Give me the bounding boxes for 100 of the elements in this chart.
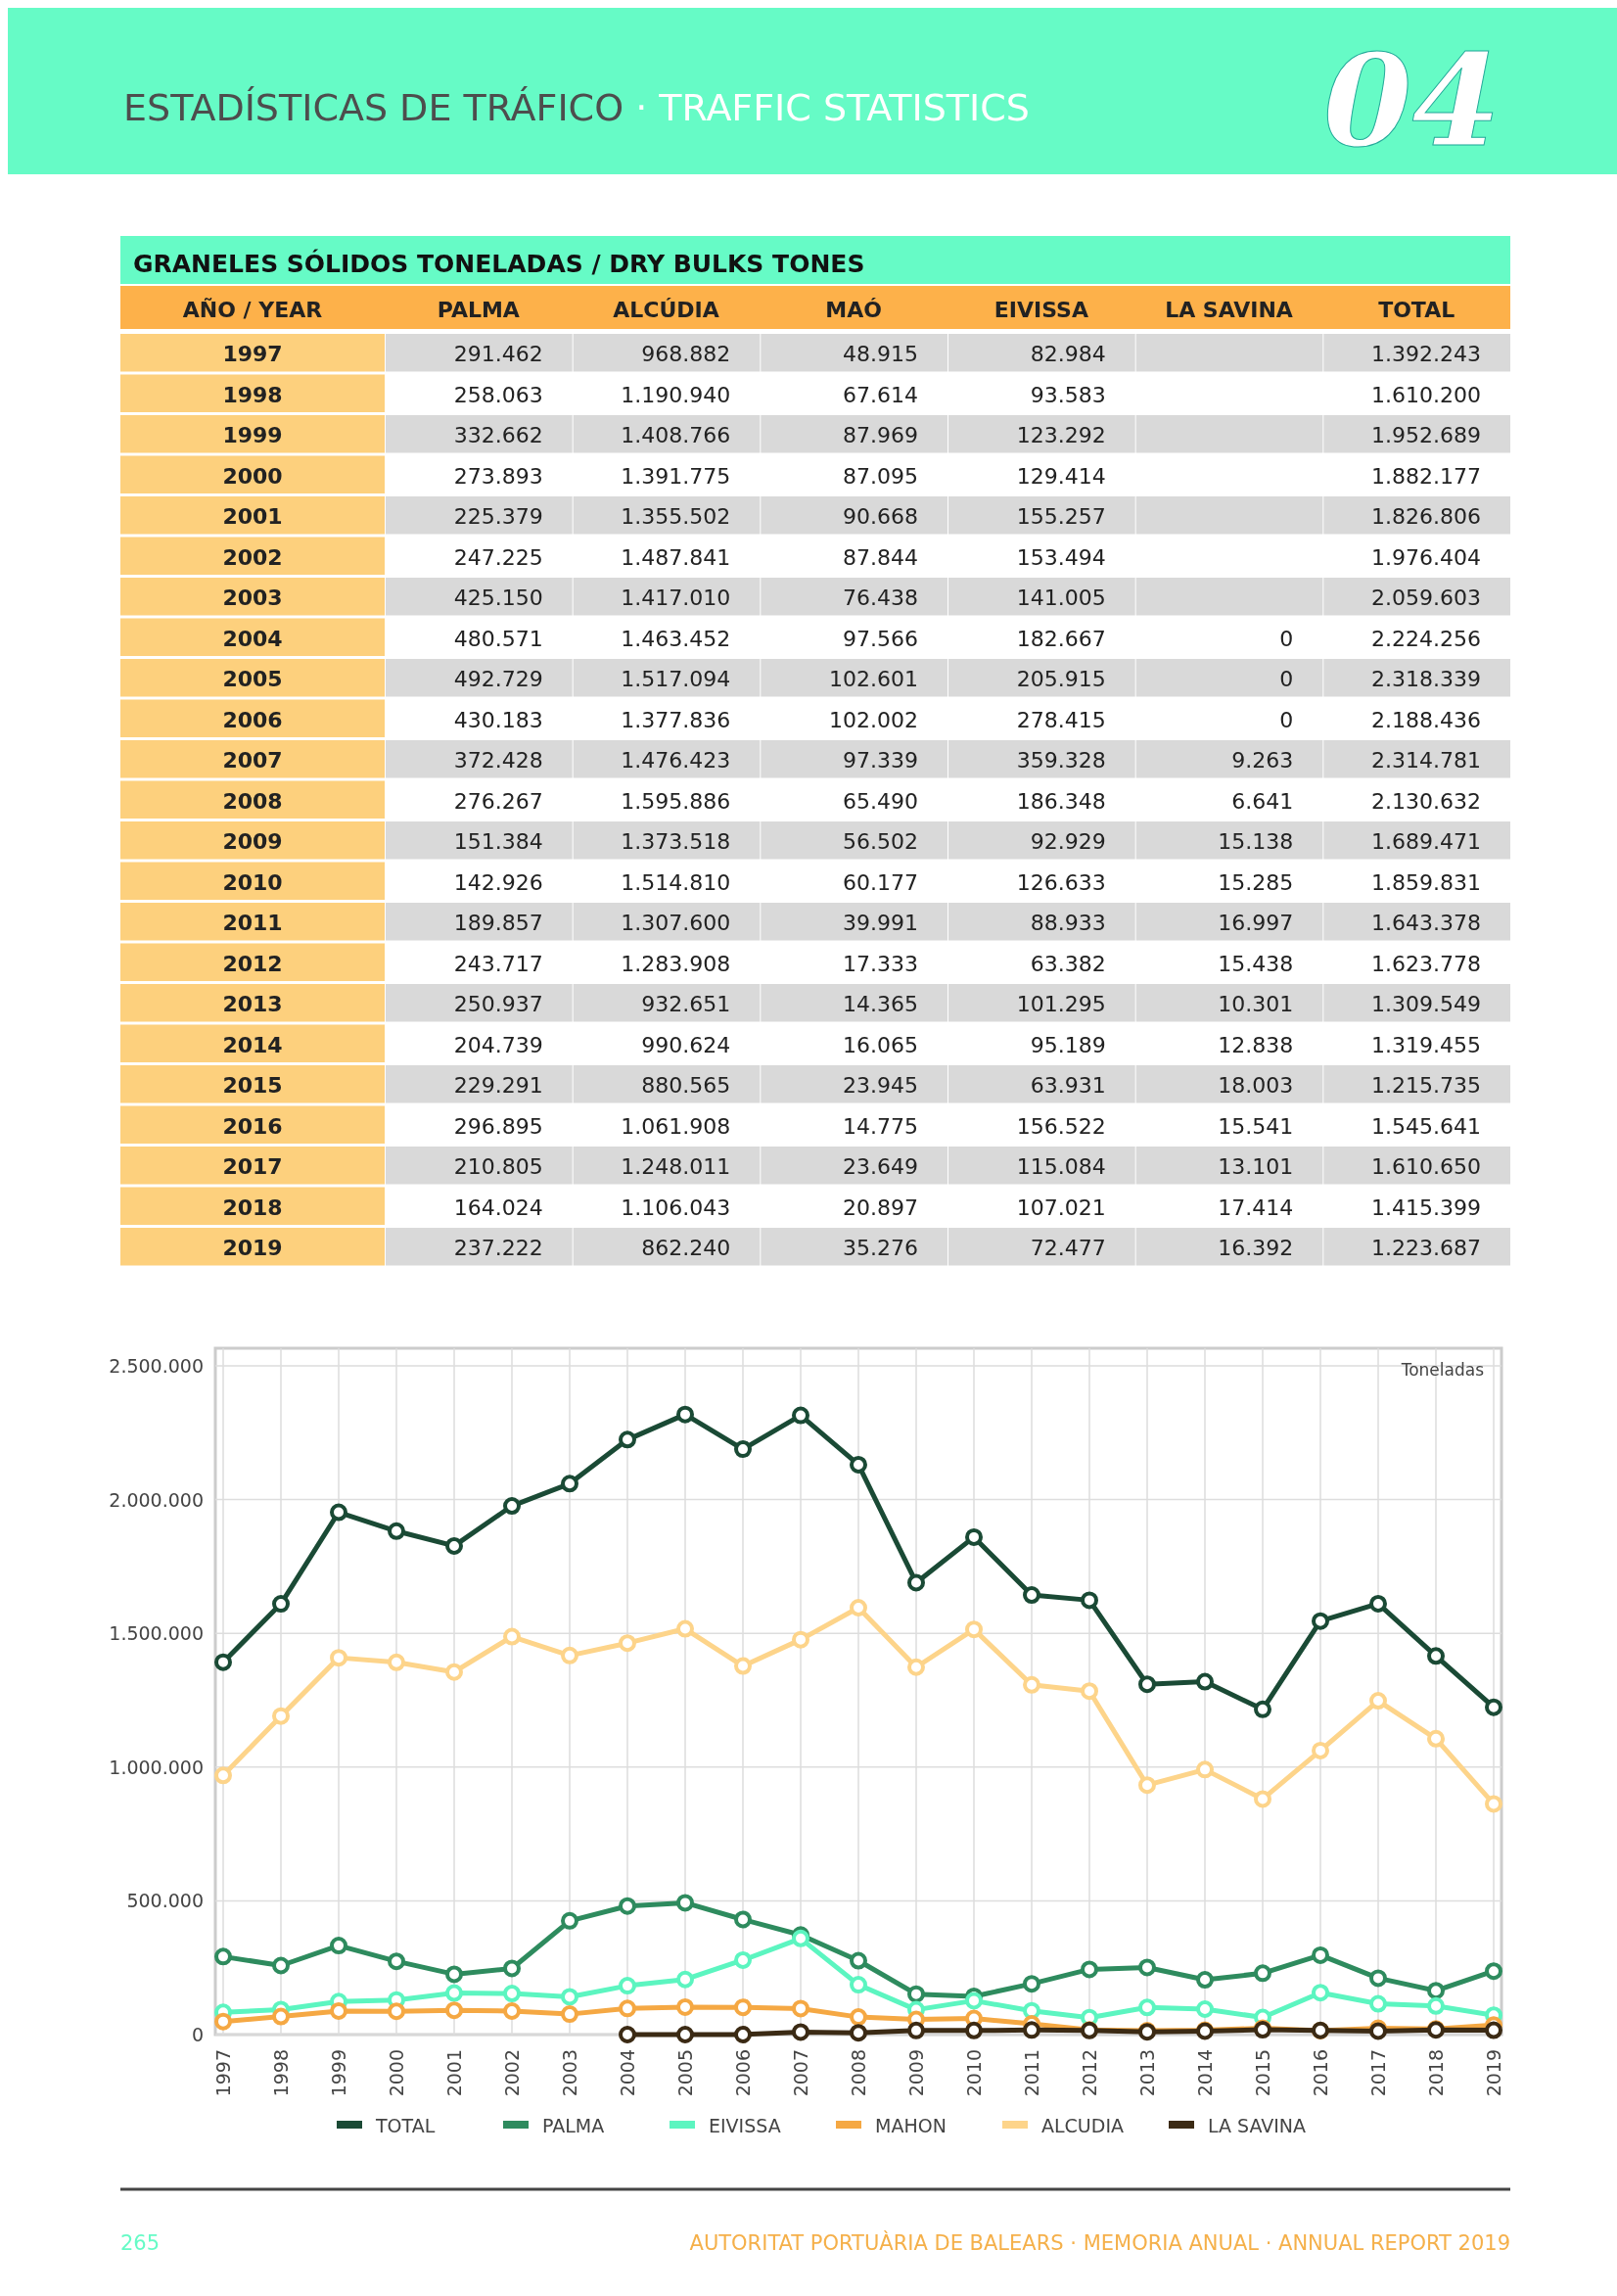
data-label: 1.408.766 [621,423,731,447]
data-label: 16.392 [1218,1236,1294,1260]
x-tick-label: 2007 [790,2049,811,2097]
x-tick-label: 2015 [1252,2049,1273,2097]
y-tick-label: 0 [191,2024,204,2045]
data-label: 141.005 [1016,586,1106,610]
y-tick-label: 2017 [222,1154,283,1179]
data-label: 18.003 [1218,1073,1294,1098]
data-label: 1.476.423 [621,748,731,773]
y-tick-label: 2010 [222,869,283,895]
data-label: 1.610.200 [1371,382,1481,407]
y-tick-label: 2001 [222,504,283,529]
x-tick-label: 2009 [905,2049,927,2097]
data-label: 1.514.810 [621,869,731,895]
data-label: 1.309.549 [1371,992,1481,1016]
data-label: 155.257 [1016,504,1106,529]
data-label: 247.225 [453,544,543,570]
x-tick-label: 2004 [617,2049,638,2097]
y-tick-label: 2019 [222,1236,283,1260]
x-tick-label: 2005 [674,2049,696,2097]
y-tick-label: 1999 [222,423,283,447]
data-label: 186.348 [1016,788,1106,814]
data-label: 2.188.436 [1371,707,1481,732]
data-label: 15.138 [1218,829,1294,854]
data-label: 115.084 [1016,1154,1106,1179]
data-label: 237.222 [453,1236,543,1260]
y-tick-label: 2009 [222,829,283,854]
y-tick-label: 2008 [222,788,283,814]
x-tick-label: 1999 [328,2049,349,2097]
data-label: 278.415 [1016,707,1106,732]
data-label: 102.002 [829,707,918,732]
data-label: 14.365 [843,992,918,1016]
data-label: 72.477 [1030,1236,1106,1260]
data-label: 14.775 [843,1113,918,1139]
data-label: 1.826.806 [1371,504,1481,529]
y-tick-label: 2012 [222,951,283,976]
data-label: 1.417.010 [621,586,731,610]
y-tick-label: 1998 [222,382,283,407]
legend-label: MAHON [875,2115,947,2136]
data-label: 1.307.600 [621,911,731,935]
data-label: 65.490 [843,788,918,814]
data-label: 107.021 [1016,1195,1106,1220]
data-label: 932.651 [641,992,731,1016]
chart-title: ESTADÍSTICAS DE TRÁFICO · TRAFFIC STATISTICS [123,86,1030,129]
x-tick-label: MAÓ [825,298,882,322]
data-label: 862.240 [641,1236,731,1260]
x-tick-label: 2010 [963,2049,985,2097]
y-tick-label: 2005 [222,667,283,691]
text: 265 [120,2231,161,2255]
data-label: 123.292 [1016,423,1106,447]
data-label: 258.063 [453,382,543,407]
data-label: 276.267 [453,788,543,814]
data-label: 9.263 [1231,748,1294,773]
data-label: 1.377.836 [621,707,731,732]
data-label: 1.415.399 [1371,1195,1481,1220]
data-label: 15.438 [1218,951,1294,976]
data-label: 0 [1279,626,1294,651]
y-tick-label: 2.500.000 [109,1355,204,1377]
data-label: 880.565 [641,1073,731,1098]
data-label: 250.937 [453,992,543,1016]
data-label: 1.223.687 [1371,1236,1481,1260]
data-label: 0 [1279,667,1294,691]
data-label: 372.428 [453,748,543,773]
x-tick-label: TOTAL [1378,298,1455,322]
data-label: 1.487.841 [621,544,731,570]
x-tick-label: PALMA [437,298,520,322]
data-label: 1.373.518 [621,829,731,854]
data-label: 1.319.455 [1371,1032,1481,1057]
y-tick-label: 2013 [222,992,283,1016]
data-label: 229.291 [453,1073,543,1098]
x-tick-label: ALCÚDIA [613,298,719,322]
data-label: 2.314.781 [1371,748,1481,773]
data-label: 1.882.177 [1371,463,1481,489]
data-label: 87.095 [843,463,918,489]
x-tick-label: 2017 [1367,2049,1389,2097]
y-tick-label: 2015 [222,1073,283,1098]
data-label: 1.595.886 [621,788,731,814]
data-label: 1.248.011 [621,1154,731,1179]
y-tick-label: 2016 [222,1113,283,1139]
data-label: 1.623.778 [1371,951,1481,976]
data-label: 1.391.775 [621,463,731,489]
data-label: 87.969 [843,423,918,447]
data-label: 425.150 [453,586,543,610]
data-label: 359.328 [1016,748,1106,773]
y-tick-label: 2011 [222,911,283,935]
data-label: 1.283.908 [621,951,731,976]
x-tick-label: 2011 [1021,2049,1042,2097]
data-label: 101.295 [1016,992,1106,1016]
data-label: 20.897 [843,1195,918,1220]
data-label: 39.991 [843,911,918,935]
data-label: 243.717 [453,951,543,976]
text: AUTORITAT PORTUÀRIA DE BALEARS · MEMORIA ANUAL · ANNUAL REPORT 2019 [689,2230,1510,2255]
data-label: 1.517.094 [621,667,731,691]
data-label: 1.106.043 [621,1195,731,1220]
data-label: 2.130.632 [1371,788,1481,814]
data-label: 17.333 [843,951,918,976]
data-label: 2.224.256 [1371,626,1481,651]
data-label: 35.276 [843,1236,918,1260]
data-label: 1.463.452 [621,626,731,651]
data-label: 205.915 [1016,667,1106,691]
